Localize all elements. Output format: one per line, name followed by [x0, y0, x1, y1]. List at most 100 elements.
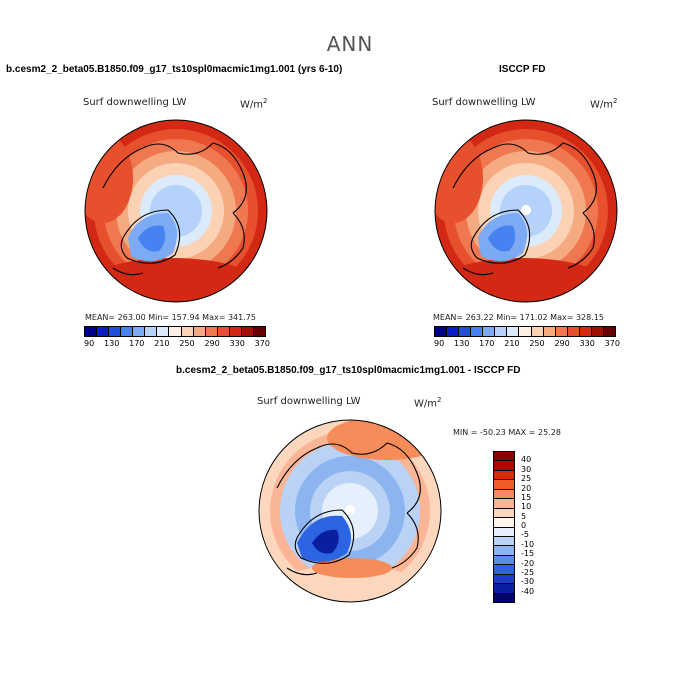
colorbar-swatch [494, 470, 514, 481]
panel-3-variable-label: Surf downwelling LW [257, 396, 361, 407]
colorbar-swatch [181, 327, 194, 336]
colorbar-swatch [145, 327, 158, 336]
colorbar-swatch [121, 327, 134, 336]
colorbar-swatch [193, 327, 206, 336]
colorbar-swatch [459, 327, 472, 336]
map-fill [259, 420, 441, 602]
colorbar-swatch [507, 327, 520, 336]
colorbar-swatch [157, 327, 170, 336]
colorbar-swatch [555, 327, 568, 336]
colorbar-swatch [494, 565, 514, 575]
colorbar-swatch [97, 327, 110, 336]
panel-3-colorbar [493, 451, 515, 603]
colorbar-swatch [217, 327, 230, 336]
greenland-anomaly [488, 225, 516, 252]
greenland-anomaly [138, 225, 166, 252]
colorbar-tick-label: 210 [154, 339, 170, 348]
colorbar-tick-label: 330 [579, 339, 595, 348]
colorbar-tick-label: 5 [521, 511, 527, 521]
panel-1-colorbar-ticks: 90 130 170 210 250 290 330 370 [84, 339, 270, 348]
colorbar-tick-label: 15 [521, 492, 532, 502]
colorbar-tick-label: 370 [254, 339, 270, 348]
panel-1-stats: MEAN= 263.00 Min= 157.94 Max= 341.75 [85, 313, 256, 322]
colorbar-swatch [494, 489, 514, 500]
panel-1-variable-label: Surf downwelling LW [83, 97, 187, 108]
colorbar-tick-label: 90 [434, 339, 445, 348]
pole-hole [521, 205, 531, 215]
panel-2-colorbar-ticks: 90 130 170 210 250 290 330 370 [434, 339, 620, 348]
colorbar-swatch [109, 327, 122, 336]
panel-2-stats: MEAN= 263.22 Min= 171.02 Max= 328.15 [433, 313, 604, 322]
colorbar-tick-label: 250 [179, 339, 195, 348]
colorbar-swatch [447, 327, 460, 336]
colorbar-tick-label: -40 [521, 586, 535, 596]
colorbar-swatch [494, 499, 514, 509]
colorbar-swatch [85, 327, 98, 336]
map-border [84, 119, 268, 303]
pole-hole [345, 505, 355, 515]
colorbar-swatch [531, 327, 544, 336]
colorbar-swatch [229, 327, 242, 336]
panel-3-map [258, 419, 442, 603]
colorbar-tick-label: 130 [454, 339, 470, 348]
colorbar-tick-label: 330 [229, 339, 245, 348]
colorbar-swatch [494, 508, 514, 519]
colorbar-tick-label: -15 [521, 549, 535, 559]
map-border [258, 419, 442, 603]
map-border [434, 119, 618, 303]
colorbar-swatch [494, 536, 514, 547]
coastline [102, 142, 247, 276]
panel-2-units-label: W/m2 [590, 97, 618, 111]
colorbar-swatch [205, 327, 218, 336]
panel-2-variable-label: Surf downwelling LW [432, 97, 536, 108]
colorbar-swatch [494, 574, 514, 585]
colorbar-swatch [591, 327, 604, 336]
panel-1-colorbar [84, 326, 266, 337]
colorbar-swatch [169, 327, 182, 336]
colorbar-tick-label: 0 [521, 521, 527, 530]
panel-1-title: b.cesm2_2_beta05.B1850.f09_g17_ts10spl0m… [6, 64, 343, 75]
coastline [276, 442, 421, 576]
main-title: ANN [326, 32, 374, 56]
colorbar-swatch [253, 327, 265, 336]
colorbar-tick-label: 25 [521, 474, 532, 484]
panel-1-units-label: W/m2 [240, 97, 268, 111]
colorbar-swatch [435, 327, 448, 336]
contour-band [435, 258, 613, 302]
map-fill [435, 120, 617, 302]
colorbar-swatch [494, 461, 514, 471]
colorbar-swatch [494, 584, 514, 594]
colorbar-swatch [471, 327, 484, 336]
panel-2-colorbar [434, 326, 616, 337]
colorbar-swatch [579, 327, 592, 336]
colorbar-tick-label: 170 [129, 339, 145, 348]
colorbar-swatch [519, 327, 532, 336]
panel-3-units-label: W/m2 [414, 396, 442, 410]
contour-band [85, 258, 263, 302]
colorbar-tick-label: -5 [521, 530, 529, 540]
colorbar-tick-label: 20 [521, 483, 532, 493]
colorbar-tick-label: 370 [604, 339, 620, 348]
colorbar-swatch [483, 327, 496, 336]
panel-3-stats: MIN = -50.23 MAX = 25.28 [453, 428, 561, 437]
panel-3-colorbar-ticks: 40 30 25 20 15 10 5 0 -5 -10 -15 -20 -25 -30 -40 [521, 451, 561, 601]
colorbar-swatch [494, 555, 514, 566]
colorbar-swatch [495, 327, 508, 336]
colorbar-tick-label: -10 [521, 539, 535, 549]
colorbar-tick-label: -25 [521, 567, 535, 577]
colorbar-tick-label: 30 [521, 464, 532, 474]
colorbar-tick-label: 10 [521, 502, 532, 512]
colorbar-tick-label: -20 [521, 558, 535, 568]
colorbar-tick-label: 170 [479, 339, 495, 348]
colorbar-tick-label: 290 [554, 339, 570, 348]
colorbar-swatch [567, 327, 580, 336]
colorbar-swatch [494, 546, 514, 556]
colorbar-tick-label: 90 [84, 339, 95, 348]
colorbar-swatch [494, 452, 514, 462]
colorbar-tick-label: 210 [504, 339, 520, 348]
panel-1-map [84, 119, 268, 303]
colorbar-swatch [543, 327, 556, 336]
colorbar-tick-label: 130 [104, 339, 120, 348]
panel-2-title: ISCCP FD [499, 64, 546, 75]
colorbar-tick-label: 250 [529, 339, 545, 348]
